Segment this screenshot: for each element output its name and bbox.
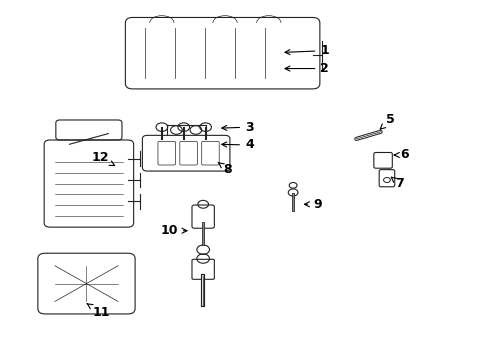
Text: 6: 6 [393,148,408,162]
Text: 7: 7 [390,177,403,190]
Text: 4: 4 [222,139,253,152]
Text: 10: 10 [160,224,186,237]
Text: 2: 2 [285,62,328,75]
Text: 8: 8 [218,162,231,176]
Text: 3: 3 [222,121,253,134]
Text: 5: 5 [380,113,394,129]
Text: 11: 11 [87,303,110,319]
Text: 9: 9 [304,198,321,211]
Text: 1: 1 [285,44,328,57]
Text: 12: 12 [91,151,114,166]
